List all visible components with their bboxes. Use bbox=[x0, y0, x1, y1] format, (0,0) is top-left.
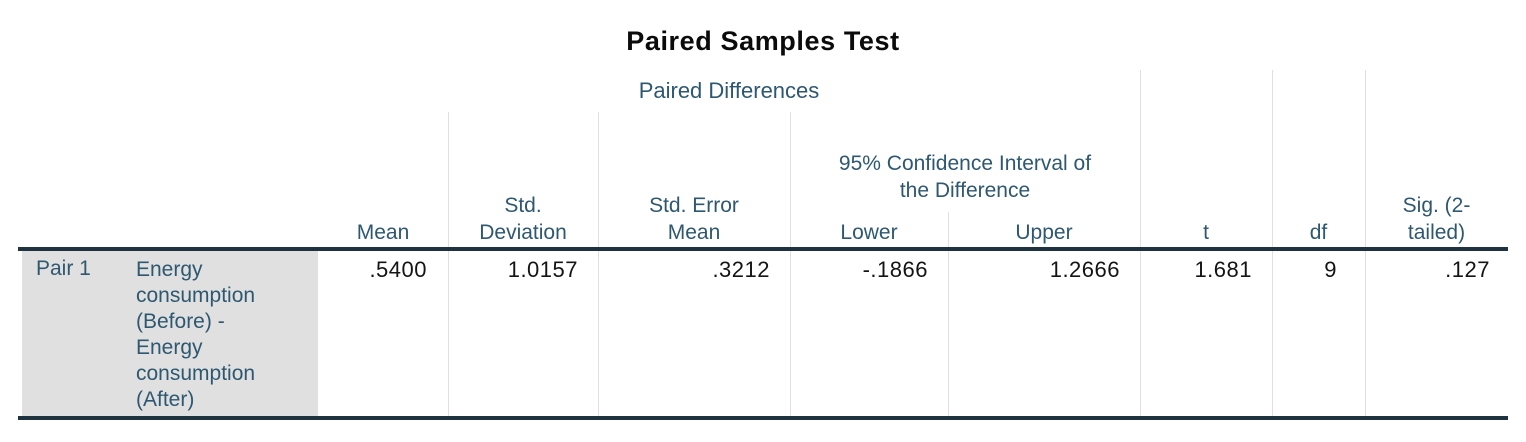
header-std-error-mean-line2: Mean bbox=[667, 221, 721, 244]
cell-std-error-mean: .3212 bbox=[712, 257, 770, 282]
header-df: df bbox=[1309, 221, 1328, 244]
cell-mean: .5400 bbox=[369, 257, 427, 282]
divider-t-df bbox=[1272, 70, 1273, 416]
cell-std-deviation: 1.0157 bbox=[507, 257, 578, 282]
header-lower: Lower bbox=[840, 221, 898, 244]
divider-stderr-lower bbox=[790, 112, 791, 416]
header-sig-2-tailed-line1: Sig. (2- bbox=[1402, 194, 1471, 217]
header-upper: Upper bbox=[1015, 221, 1073, 244]
cell-t: 1.681 bbox=[1194, 257, 1252, 282]
table-bottom-rule bbox=[18, 416, 1508, 420]
header-std-deviation: Std. Deviation bbox=[448, 192, 598, 246]
header-std-error-mean-line1: Std. Error bbox=[649, 194, 739, 217]
header-bottom-rule bbox=[18, 247, 1508, 251]
divider-lower-upper bbox=[948, 212, 949, 416]
header-std-deviation-line2: Deviation bbox=[479, 221, 567, 244]
row-pair-label: Pair 1 bbox=[36, 257, 91, 280]
row-variable-label: Energy consumption (Before) - Energy con… bbox=[136, 258, 256, 411]
header-t: t bbox=[1203, 221, 1209, 244]
header-std-deviation-line1: Std. bbox=[504, 194, 542, 217]
header-std-error-mean: Std. Error Mean bbox=[598, 192, 790, 246]
header-sig-2-tailed-line2: tailed) bbox=[1407, 221, 1466, 244]
header-confidence-interval-line1: 95% Confidence Interval of bbox=[838, 152, 1092, 175]
spanner-paired-differences: Paired Differences bbox=[638, 78, 820, 103]
cell-df: 9 bbox=[1324, 257, 1337, 282]
cell-sig-2-tailed: .127 bbox=[1445, 257, 1490, 282]
cell-upper: 1.2666 bbox=[1049, 257, 1120, 282]
header-sig-2-tailed: Sig. (2- tailed) bbox=[1365, 192, 1508, 246]
header-confidence-interval: 95% Confidence Interval of the Differenc… bbox=[790, 150, 1140, 204]
header-mean: Mean bbox=[356, 221, 410, 244]
header-confidence-interval-line2: the Difference bbox=[899, 179, 1031, 202]
divider-mean-stddev bbox=[448, 112, 449, 416]
row-stub-background bbox=[22, 251, 318, 416]
cell-lower: -.1866 bbox=[862, 257, 928, 282]
divider-upper-t bbox=[1140, 70, 1141, 416]
divider-stddev-stderr bbox=[598, 112, 599, 416]
divider-df-sig bbox=[1365, 70, 1366, 416]
table-title: Paired Samples Test bbox=[626, 26, 900, 56]
